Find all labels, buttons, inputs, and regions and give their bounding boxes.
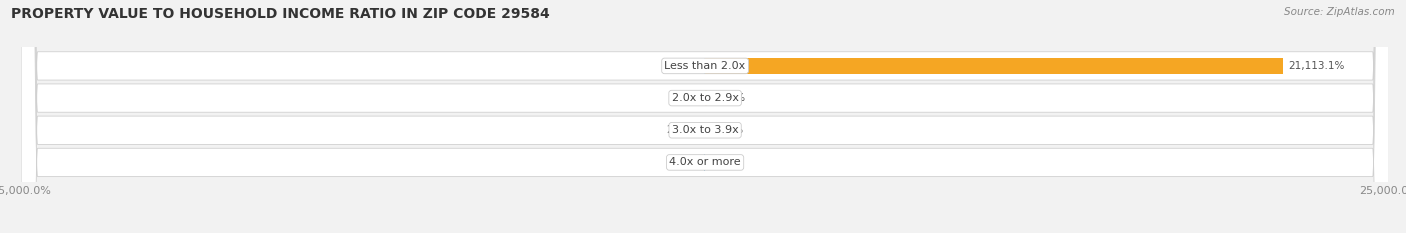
Text: 20.4%: 20.4% [666, 125, 699, 135]
Text: Source: ZipAtlas.com: Source: ZipAtlas.com [1284, 7, 1395, 17]
Text: 21,113.1%: 21,113.1% [1288, 61, 1344, 71]
Text: 27.3%: 27.3% [666, 158, 699, 168]
Text: 4.0x or more: 4.0x or more [669, 158, 741, 168]
Text: Less than 2.0x: Less than 2.0x [665, 61, 745, 71]
Text: 69.5%: 69.5% [713, 93, 745, 103]
FancyBboxPatch shape [21, 0, 1389, 233]
Text: PROPERTY VALUE TO HOUSEHOLD INCOME RATIO IN ZIP CODE 29584: PROPERTY VALUE TO HOUSEHOLD INCOME RATIO… [11, 7, 550, 21]
Text: 1.6%: 1.6% [710, 158, 737, 168]
Bar [706, 58, 1282, 74]
Text: 9.6%: 9.6% [673, 93, 699, 103]
Text: 42.5%: 42.5% [665, 61, 699, 71]
Text: 12.5%: 12.5% [711, 125, 744, 135]
FancyBboxPatch shape [21, 0, 1389, 233]
Text: 2.0x to 2.9x: 2.0x to 2.9x [672, 93, 738, 103]
Text: 3.0x to 3.9x: 3.0x to 3.9x [672, 125, 738, 135]
FancyBboxPatch shape [21, 0, 1389, 233]
FancyBboxPatch shape [21, 0, 1389, 233]
Bar [706, 90, 707, 106]
